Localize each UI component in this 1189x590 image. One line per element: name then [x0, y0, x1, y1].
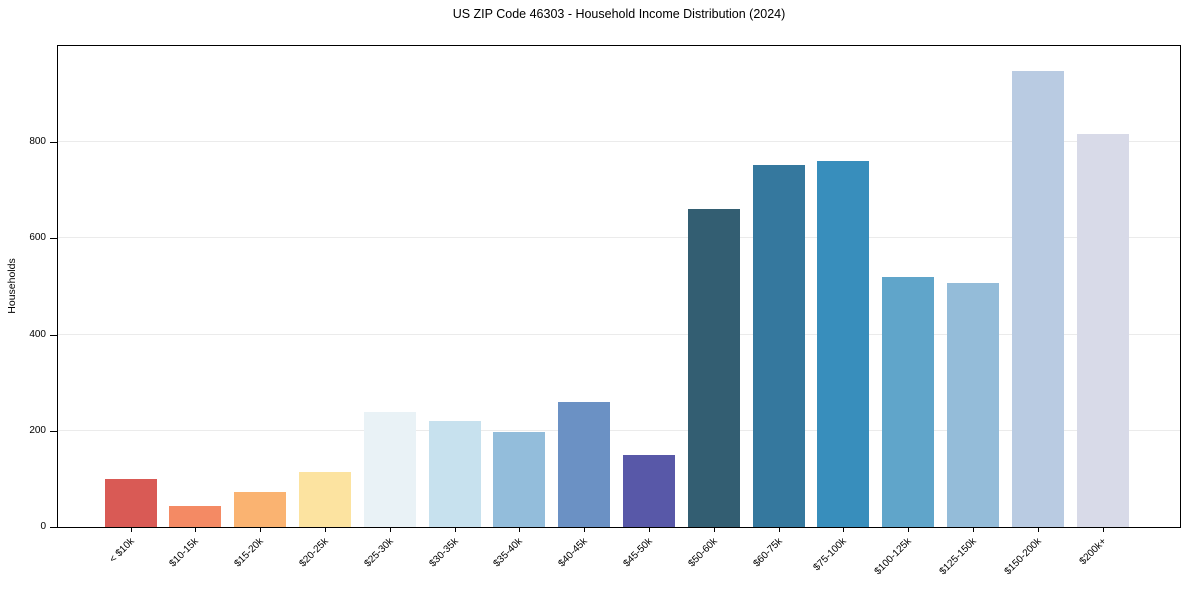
x-tick-mark-< $10k	[130, 528, 132, 532]
chart-title: US ZIP Code 46303 - Household Income Dis…	[452, 7, 786, 21]
bar-$75-100k	[817, 161, 870, 527]
bar-$50-60k	[687, 208, 740, 527]
x-tick-mark-$75-100k	[843, 528, 845, 532]
y-tick-label-800: 800	[29, 136, 46, 148]
y-tick-label-200: 200	[29, 424, 46, 436]
y-axis-label: Households	[6, 258, 18, 314]
x-tick-mark-$100-125k	[908, 528, 910, 532]
y-tick-mark-400	[50, 334, 57, 336]
bar-$125-150k	[946, 283, 999, 527]
gridline-600	[58, 237, 1180, 239]
bar-$35-40k	[493, 432, 546, 527]
y-tick-label-400: 400	[29, 328, 46, 340]
x-tick-mark-$40-45k	[584, 528, 586, 532]
gridline-800	[58, 141, 1180, 143]
bar-< $10k	[104, 478, 157, 527]
x-tick-mark-$150-200k	[1037, 528, 1039, 532]
y-tick-mark-0	[50, 527, 57, 528]
x-tick-mark-$50-60k	[713, 528, 715, 532]
x-tick-label-< $10k: < $10k	[107, 536, 137, 566]
y-tick-mark-800	[50, 142, 57, 144]
y-tick-label-600: 600	[29, 232, 46, 244]
plot-area	[57, 45, 1181, 528]
bar-$100-125k	[882, 276, 935, 527]
gridline-200	[58, 429, 1180, 431]
bar-$150-200k	[1011, 71, 1064, 527]
bar-$10-15k	[169, 506, 222, 527]
y-tick-mark-600	[50, 238, 57, 240]
x-tick-mark-$15-20k	[260, 528, 262, 532]
x-tick-mark-$200k+	[1102, 528, 1104, 532]
bar-$200k+	[1076, 134, 1129, 527]
x-tick-mark-$30-35k	[454, 528, 456, 532]
bar-$25-30k	[363, 411, 416, 527]
bar-$45-50k	[622, 454, 675, 527]
bar-$30-35k	[428, 421, 481, 527]
x-tick-mark-$125-150k	[972, 528, 974, 532]
bar-$40-45k	[558, 401, 611, 527]
x-tick-mark-$10-15k	[195, 528, 197, 532]
x-tick-mark-$45-50k	[648, 528, 650, 532]
x-tick-mark-$35-40k	[519, 528, 521, 532]
bar-$60-75k	[752, 164, 805, 527]
bar-$20-25k	[298, 471, 351, 527]
y-tick-label-0: 0	[40, 521, 46, 532]
x-tick-mark-$60-75k	[778, 528, 780, 532]
y-tick-mark-200	[50, 430, 57, 432]
gridline-400	[58, 333, 1180, 335]
x-tick-mark-$20-25k	[324, 528, 326, 532]
x-tick-mark-$25-30k	[389, 528, 391, 532]
bar-$15-20k	[234, 492, 287, 527]
